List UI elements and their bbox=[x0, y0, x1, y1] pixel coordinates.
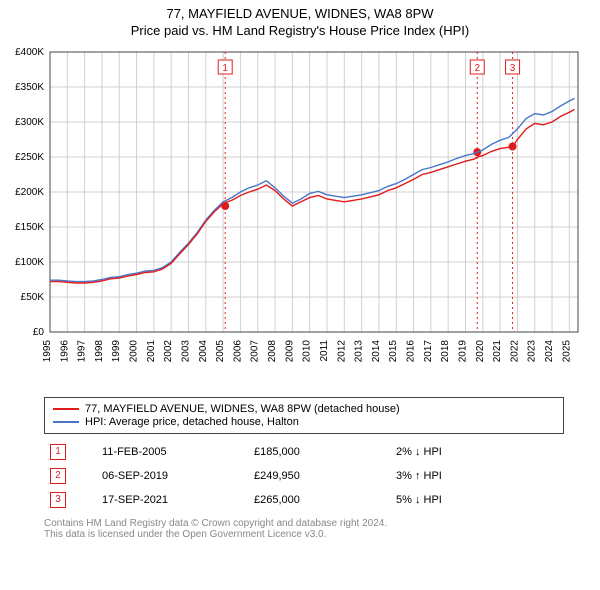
sales-row: 2 06-SEP-2019£249,9503% ↑ HPI bbox=[44, 464, 564, 488]
svg-text:1995: 1995 bbox=[42, 340, 53, 363]
svg-text:1998: 1998 bbox=[94, 340, 105, 363]
svg-text:£100K: £100K bbox=[15, 257, 44, 268]
svg-text:2004: 2004 bbox=[198, 340, 209, 363]
chart-svg: £0 £50K £100K £150K £200K £250K £300K £350K £400… bbox=[0, 38, 600, 388]
svg-text:2023: 2023 bbox=[527, 340, 538, 363]
svg-text:2024: 2024 bbox=[544, 340, 555, 363]
svg-text:2017: 2017 bbox=[423, 340, 434, 363]
sale-date: 06-SEP-2019 bbox=[96, 464, 248, 488]
sales-row: 1 11-FEB-2005£185,0002% ↓ HPI bbox=[44, 440, 564, 464]
svg-text:2010: 2010 bbox=[302, 340, 313, 363]
legend-swatch bbox=[53, 408, 79, 410]
title-sub: Price paid vs. HM Land Registry's House … bbox=[0, 23, 600, 38]
sale-diff: 3% ↑ HPI bbox=[390, 464, 564, 488]
svg-text:2011: 2011 bbox=[319, 340, 330, 362]
svg-text:£0: £0 bbox=[33, 327, 45, 338]
svg-text:2: 2 bbox=[474, 63, 480, 74]
svg-text:£350K: £350K bbox=[15, 82, 44, 93]
svg-text:£400K: £400K bbox=[15, 47, 44, 58]
svg-text:2018: 2018 bbox=[440, 340, 451, 363]
sale-diff: 2% ↓ HPI bbox=[390, 440, 564, 464]
footer-line1: Contains HM Land Registry data © Crown c… bbox=[44, 518, 564, 529]
svg-text:2002: 2002 bbox=[163, 340, 174, 363]
title-main: 77, MAYFIELD AVENUE, WIDNES, WA8 8PW bbox=[0, 6, 600, 21]
svg-text:2000: 2000 bbox=[129, 340, 140, 363]
sales-table: 1 11-FEB-2005£185,0002% ↓ HPI 2 06-SEP-2019… bbox=[44, 440, 564, 512]
svg-text:2009: 2009 bbox=[284, 340, 295, 363]
sale-diff: 5% ↓ HPI bbox=[390, 488, 564, 512]
sale-price: £265,000 bbox=[248, 488, 390, 512]
svg-text:2015: 2015 bbox=[388, 340, 399, 363]
svg-text:£50K: £50K bbox=[21, 292, 45, 303]
svg-text:1: 1 bbox=[222, 63, 228, 74]
sale-date: 17-SEP-2021 bbox=[96, 488, 248, 512]
sale-badge: 1 bbox=[50, 444, 66, 460]
sale-price: £249,950 bbox=[248, 464, 390, 488]
svg-text:2003: 2003 bbox=[180, 340, 191, 363]
svg-text:2014: 2014 bbox=[371, 340, 382, 363]
svg-text:£250K: £250K bbox=[15, 152, 44, 163]
legend-item: HPI: Average price, detached house, Halt… bbox=[53, 416, 555, 428]
sale-date: 11-FEB-2005 bbox=[96, 440, 248, 464]
titles-block: 77, MAYFIELD AVENUE, WIDNES, WA8 8PW Pri… bbox=[0, 0, 600, 38]
footer-line2: This data is licensed under the Open Gov… bbox=[44, 529, 564, 540]
svg-text:2013: 2013 bbox=[354, 340, 365, 363]
svg-text:2001: 2001 bbox=[146, 340, 157, 363]
svg-text:2022: 2022 bbox=[509, 340, 520, 363]
svg-text:2025: 2025 bbox=[561, 340, 572, 363]
svg-text:2008: 2008 bbox=[267, 340, 278, 363]
legend-box: 77, MAYFIELD AVENUE, WIDNES, WA8 8PW (de… bbox=[44, 397, 564, 434]
sales-row: 3 17-SEP-2021£265,0005% ↓ HPI bbox=[44, 488, 564, 512]
legend-item: 77, MAYFIELD AVENUE, WIDNES, WA8 8PW (de… bbox=[53, 403, 555, 415]
sale-badge: 3 bbox=[50, 492, 66, 508]
svg-text:2021: 2021 bbox=[492, 340, 503, 363]
sales-table-inner: 1 11-FEB-2005£185,0002% ↓ HPI 2 06-SEP-2019… bbox=[44, 440, 564, 512]
figure-root: 77, MAYFIELD AVENUE, WIDNES, WA8 8PW Pri… bbox=[0, 0, 600, 540]
legend-label: 77, MAYFIELD AVENUE, WIDNES, WA8 8PW (de… bbox=[85, 403, 400, 415]
footer: Contains HM Land Registry data © Crown c… bbox=[44, 518, 564, 540]
svg-text:2016: 2016 bbox=[406, 340, 417, 363]
svg-text:£300K: £300K bbox=[15, 117, 44, 128]
legend-swatch bbox=[53, 421, 79, 423]
svg-text:2005: 2005 bbox=[215, 340, 226, 363]
svg-text:1999: 1999 bbox=[111, 340, 122, 363]
svg-text:2019: 2019 bbox=[457, 340, 468, 363]
svg-text:2007: 2007 bbox=[250, 340, 261, 363]
chart-area: £0 £50K £100K £150K £200K £250K £300K £350K £400… bbox=[0, 38, 600, 393]
svg-text:1997: 1997 bbox=[77, 340, 88, 363]
legend-label: HPI: Average price, detached house, Halt… bbox=[85, 416, 299, 428]
sale-price: £185,000 bbox=[248, 440, 390, 464]
svg-text:2006: 2006 bbox=[232, 340, 243, 363]
svg-text:2020: 2020 bbox=[475, 340, 486, 363]
svg-text:£150K: £150K bbox=[15, 222, 44, 233]
sale-badge: 2 bbox=[50, 468, 66, 484]
svg-text:2012: 2012 bbox=[336, 340, 347, 363]
svg-text:£200K: £200K bbox=[15, 187, 44, 198]
svg-text:3: 3 bbox=[510, 63, 516, 74]
svg-text:1996: 1996 bbox=[59, 340, 70, 363]
